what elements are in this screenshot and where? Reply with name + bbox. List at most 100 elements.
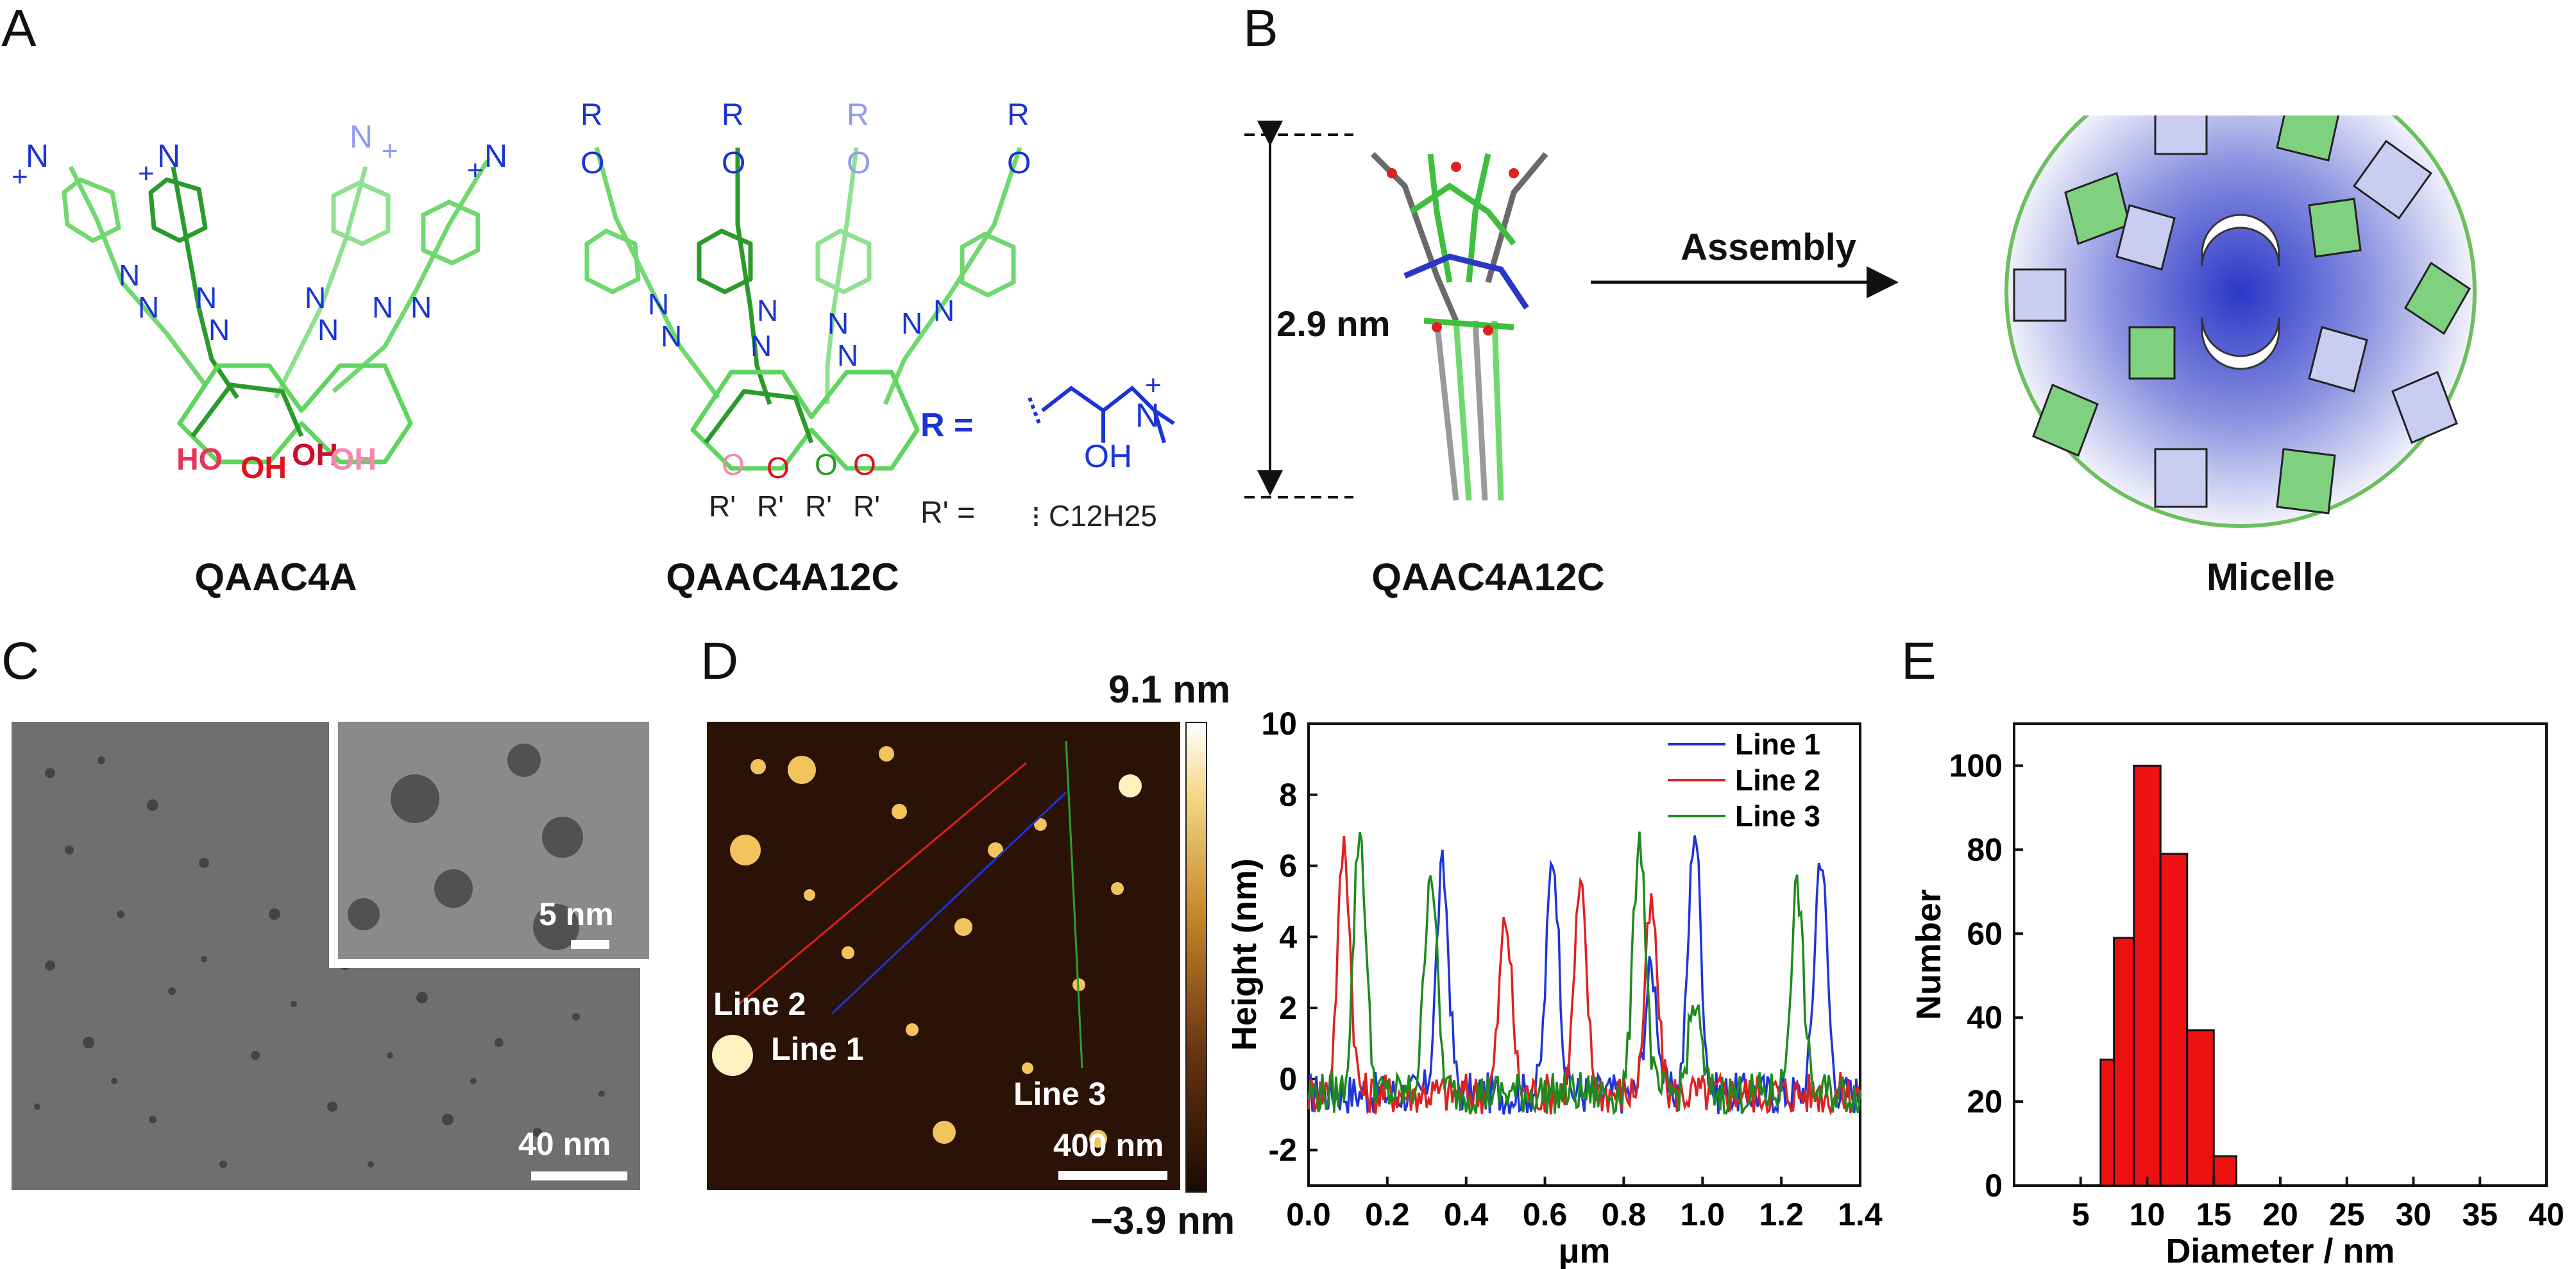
qaac4a12c-structure: N N N N N N N N	[584, 146, 1022, 471]
tem-inset	[329, 722, 649, 968]
profile-y-tick-label: 2	[1279, 990, 1297, 1026]
r-definition-n: N	[1135, 397, 1160, 434]
svg-text:N: N	[933, 294, 954, 327]
hist-y-tick-label: 100	[1949, 747, 2003, 783]
afm-label-line-3: Line 3	[1013, 1076, 1106, 1112]
r-group-1: R	[580, 98, 603, 132]
afm-scale-label: 400 nm	[1053, 1127, 1164, 1163]
ether-o-4: O	[1007, 146, 1031, 180]
r-definition-oh: OH	[1084, 438, 1132, 474]
profile-x-tick-label: 0.8	[1602, 1197, 1647, 1232]
r-prime-3: R'	[805, 490, 832, 523]
svg-text:N: N	[750, 329, 772, 362]
svg-text:N: N	[827, 307, 849, 340]
hist-y-tick-label: 60	[1967, 916, 2003, 951]
ammonium-n-4: N	[484, 138, 507, 174]
profile-y-tick-label: 8	[1279, 777, 1297, 813]
charge-plus-1: +	[12, 161, 28, 192]
hist-bar-3	[2133, 764, 2162, 1187]
profile-x-tick-label: 0.2	[1365, 1197, 1410, 1232]
profile-x-tick-label: 0.6	[1523, 1197, 1568, 1232]
svg-text:N: N	[372, 291, 393, 324]
lower-o-3: O	[815, 448, 838, 481]
profile-y-tick-label: 10	[1261, 706, 1297, 742]
tem-scale-label: 40 nm	[518, 1126, 611, 1162]
r-prime-1: R'	[709, 490, 736, 523]
caption-model-qaac4a12c: QAAC4A12C	[1371, 556, 1605, 599]
panel-b-assembly	[1244, 115, 2477, 528]
tem-particles	[34, 756, 605, 1168]
caption-qaac4a: QAAC4A	[194, 556, 357, 599]
panel-a-structures: N N N N N N N N N + N + N + N + HO OH OH…	[12, 98, 1175, 532]
hist-x-axis-label: Diameter / nm	[2165, 1232, 2394, 1269]
afm-label-line-2: Line 2	[713, 986, 806, 1022]
hist-y-tick-label: 40	[1967, 1000, 2003, 1035]
svg-text:N: N	[661, 319, 682, 353]
hydroxyl-3: OH	[292, 438, 338, 472]
hydroxyl-1: HO	[176, 443, 223, 477]
ether-o-3: O	[847, 146, 870, 180]
colorbar-max-label: 9.1 nm	[1108, 668, 1231, 711]
tem-scale-bar	[531, 1171, 627, 1180]
svg-text:N: N	[757, 294, 778, 327]
lower-o-2: O	[767, 451, 790, 484]
profile-y-tick-label: 0	[1279, 1061, 1297, 1097]
profile-x-tick-label: 1.2	[1759, 1197, 1804, 1232]
svg-text:N: N	[318, 313, 339, 346]
svg-text:N: N	[138, 291, 159, 324]
caption-qaac4a12c: QAAC4A12C	[666, 556, 899, 599]
svg-text:N: N	[196, 281, 217, 314]
lower-o-4: O	[853, 448, 876, 481]
tem-inset-scale-label: 5 nm	[539, 896, 614, 932]
qaac4a-structure: N N N N N N N N	[62, 159, 490, 464]
svg-text:N: N	[648, 287, 669, 321]
r-group-4: R	[1007, 98, 1030, 132]
ammonium-n-2: N	[157, 138, 180, 174]
afm-features	[712, 740, 1142, 1148]
panel-letter-d: D	[700, 632, 739, 690]
ether-o-2: O	[722, 146, 745, 180]
r-prime-2: R'	[757, 490, 784, 523]
afm-line-3	[1065, 740, 1083, 1069]
model-oxygen-atoms	[1387, 162, 1519, 336]
hist-y-tick-label: 0	[1985, 1168, 2003, 1204]
afm-scale-bar	[1058, 1171, 1167, 1180]
qaac4a12c-model	[1370, 151, 1548, 501]
profile-legend-label-1: Line 1	[1735, 728, 1820, 761]
profile-x-axis-label: μm	[1558, 1232, 1610, 1269]
svg-text:N: N	[901, 307, 922, 340]
r-definition-label: R =	[920, 407, 973, 444]
profile-y-tick-label: -2	[1269, 1132, 1297, 1168]
afm-image	[707, 722, 1180, 1190]
hist-bar-6	[2212, 1155, 2238, 1187]
svg-text:N: N	[119, 259, 140, 292]
profile-legend-label-2: Line 2	[1735, 763, 1820, 797]
molecule-height-label: 2.9 nm	[1276, 303, 1391, 344]
svg-text:N: N	[411, 291, 432, 324]
micelle-illustration	[2004, 115, 2477, 528]
assembly-label: Assembly	[1681, 226, 1857, 268]
hist-bar-4	[2159, 853, 2189, 1187]
r-group-3: R	[847, 98, 869, 132]
hist-y-tick-label: 20	[1967, 1084, 2003, 1120]
profile-series-1	[1308, 835, 1861, 1115]
profile-y-tick-label: 6	[1279, 848, 1297, 884]
r-definition-structure	[1028, 386, 1175, 443]
afm-line-1	[831, 791, 1067, 1015]
rprime-definition-label: R' =	[920, 496, 975, 530]
diameter-histogram: 5 10 15 20 25 30 35 40 0 20 40 60 80 100 Diameter / nm…	[1910, 722, 2564, 1269]
hist-x-tick-label: 20	[2262, 1197, 2298, 1232]
ether-o-1: O	[580, 146, 604, 180]
afm-line-2	[738, 762, 1027, 1005]
caption-micelle: Micelle	[2206, 556, 2335, 599]
profile-x-tick-label: 1.4	[1838, 1197, 1883, 1232]
profile-series-2	[1307, 835, 1861, 1116]
r-definition-plus: +	[1145, 370, 1162, 401]
hist-x-tick-label: 40	[2529, 1197, 2564, 1232]
ammonium-n-1: N	[26, 138, 49, 174]
hist-bar-1	[2099, 1059, 2115, 1187]
hist-y-axis-label: Number	[1910, 889, 1948, 1020]
panel-letter-b: B	[1243, 0, 1278, 58]
hist-x-tick-label: 15	[2196, 1197, 2232, 1232]
profile-plot-frame	[1307, 722, 1861, 1187]
